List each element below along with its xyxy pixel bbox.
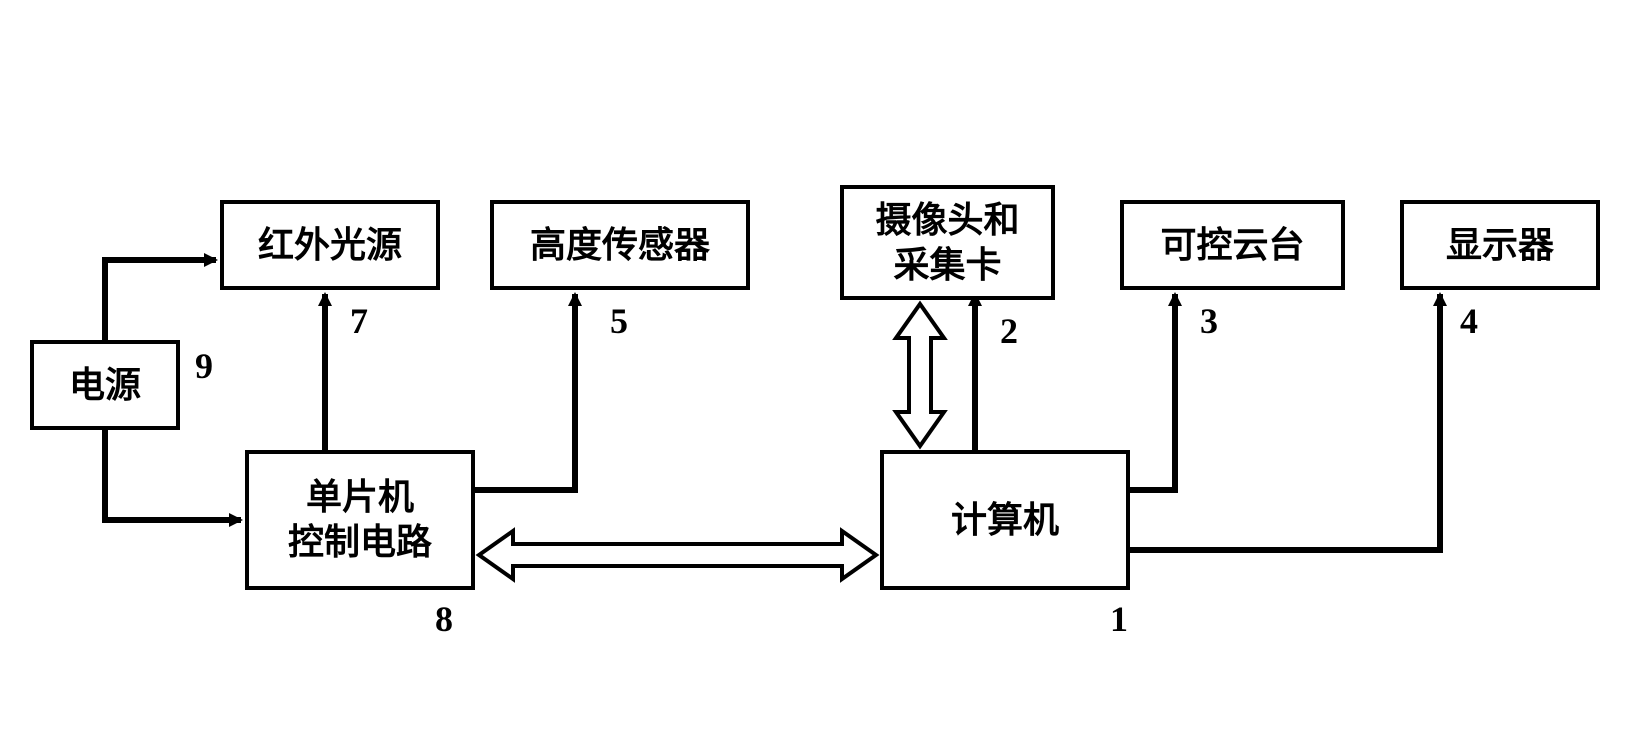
node-power-label: 电源 (69, 363, 141, 408)
node-computer: 计算机 (880, 450, 1130, 590)
number-computer: 1 (1110, 598, 1128, 640)
diagram-canvas: 电源 红外光源 高度传感器 单片机控制电路 摄像头和采集卡 计算机 可控云台 显… (0, 0, 1650, 734)
node-camera: 摄像头和采集卡 (840, 185, 1055, 300)
number-mcu: 8 (435, 598, 453, 640)
node-mcu-label: 单片机控制电路 (288, 475, 432, 565)
node-power: 电源 (30, 340, 180, 430)
number-camera: 2 (1000, 310, 1018, 352)
node-height-sensor-label: 高度传感器 (530, 223, 710, 268)
node-ir-source: 红外光源 (220, 200, 440, 290)
node-ir-source-label: 红外光源 (258, 223, 402, 268)
node-mcu: 单片机控制电路 (245, 450, 475, 590)
node-height-sensor: 高度传感器 (490, 200, 750, 290)
node-display: 显示器 (1400, 200, 1600, 290)
node-computer-label: 计算机 (951, 498, 1059, 543)
node-gimbal: 可控云台 (1120, 200, 1345, 290)
number-gimbal: 3 (1200, 300, 1218, 342)
number-power: 9 (195, 345, 213, 387)
number-height-sensor: 5 (610, 300, 628, 342)
node-gimbal-label: 可控云台 (1160, 223, 1304, 268)
number-ir-source: 7 (350, 300, 368, 342)
arrows-layer (0, 0, 1650, 734)
number-display: 4 (1460, 300, 1478, 342)
node-camera-label: 摄像头和采集卡 (875, 198, 1019, 288)
node-display-label: 显示器 (1446, 223, 1554, 268)
